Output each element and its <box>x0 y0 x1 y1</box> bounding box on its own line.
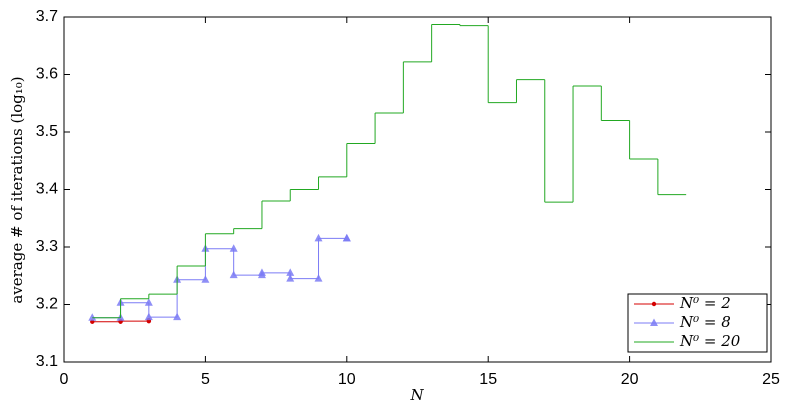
step-end-marker <box>229 244 238 252</box>
legend-marker <box>651 301 657 307</box>
y-tick-label: 3.1 <box>36 353 58 370</box>
point-marker <box>88 313 97 321</box>
point-marker <box>286 274 295 282</box>
step-end-marker <box>201 275 210 283</box>
legend-marker <box>650 318 658 326</box>
y-axis-label: average # of iterations (log₁₀) <box>8 76 26 303</box>
x-tick-label: 20 <box>621 371 639 388</box>
y-tick-label: 3.4 <box>36 181 58 198</box>
step-end-marker <box>173 312 182 321</box>
legend-label: N⁰ = 20 <box>679 332 741 350</box>
point-marker <box>144 312 153 321</box>
point-marker <box>229 270 238 279</box>
step-end-marker <box>144 298 153 306</box>
legend-label: N⁰ = 2 <box>679 294 731 312</box>
x-tick-label: 10 <box>338 371 356 388</box>
x-axis-label: N <box>409 386 424 404</box>
x-tick-label: 5 <box>201 371 210 388</box>
step-end-marker <box>314 274 323 282</box>
x-tick-label: 15 <box>479 371 497 388</box>
point-marker <box>342 233 351 242</box>
point-marker <box>257 268 266 276</box>
step-end-marker <box>286 268 295 276</box>
y-tick-label: 3.5 <box>36 123 58 140</box>
x-tick-label: 25 <box>762 371 780 388</box>
x-tick-label: 0 <box>60 371 69 388</box>
legend-label: N⁰ = 8 <box>679 313 731 331</box>
y-tick-label: 3.7 <box>36 8 58 25</box>
point-marker <box>314 233 323 242</box>
y-tick-label: 3.3 <box>36 238 58 255</box>
y-tick-label: 3.2 <box>36 296 58 313</box>
y-tick-label: 3.6 <box>36 66 58 83</box>
